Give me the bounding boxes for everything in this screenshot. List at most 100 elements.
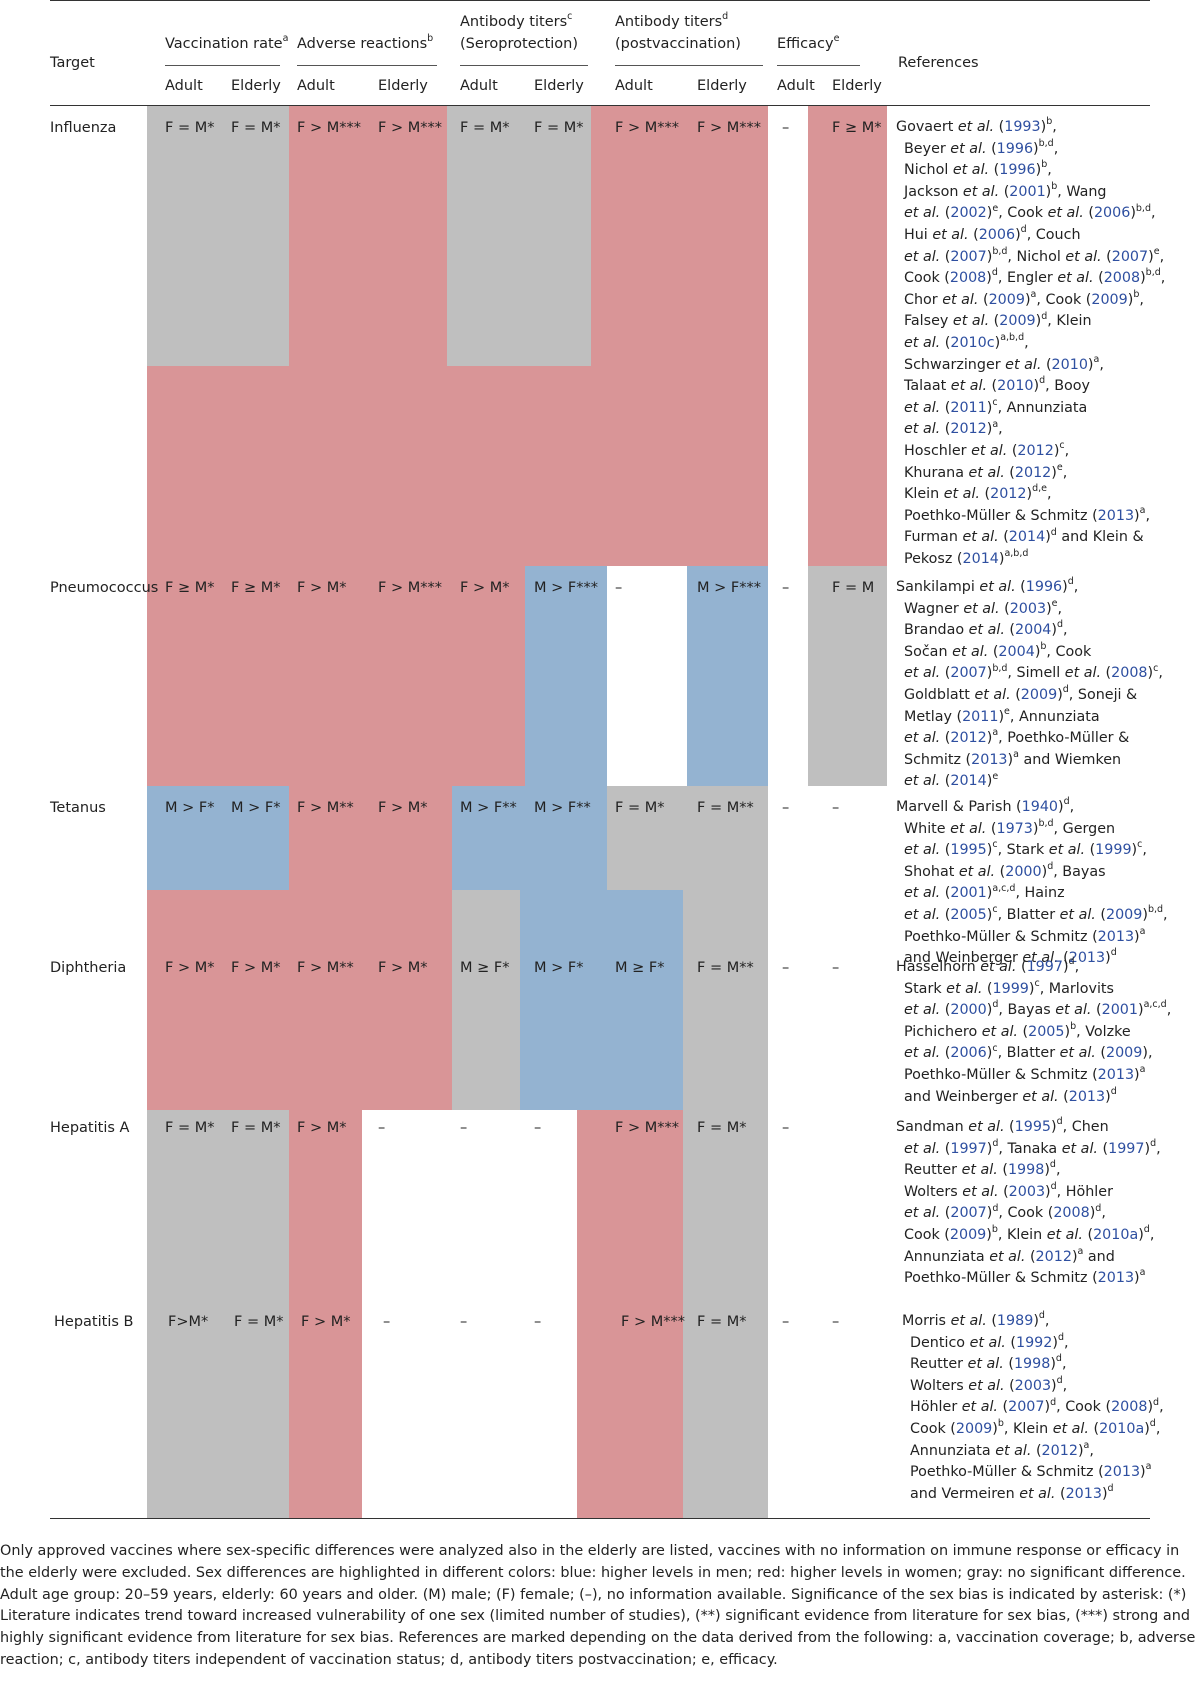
row-target: Pneumococcus bbox=[50, 580, 159, 596]
row-references: Sandman et al. (1995)d, Chen et al. (1997… bbox=[896, 1117, 1196, 1290]
reference-line: Poethko-Müller & Schmitz (2013)a bbox=[904, 1267, 1146, 1287]
header-efficacy: Efficacye bbox=[777, 33, 840, 52]
bg-pneumo-red bbox=[147, 566, 525, 786]
table-cell: F > M* bbox=[297, 1120, 347, 1136]
row-references: Morris et al. (1989)d, Dentico et al. (19… bbox=[902, 1311, 1200, 1505]
table-cell: – bbox=[832, 960, 840, 976]
table-cell: F > M*** bbox=[621, 1314, 685, 1330]
bg-td-sero-adult bbox=[452, 890, 520, 1110]
reference-line: Annunziata et al. (2012)a, bbox=[910, 1439, 1094, 1459]
table-cell: F = M* bbox=[234, 1314, 284, 1330]
table-cell: F > M* bbox=[378, 800, 428, 816]
subheader-adult: Adult bbox=[297, 78, 335, 94]
bottom-rule bbox=[50, 1518, 1150, 1519]
header-antibody-seroprotection: Antibody titersc bbox=[460, 11, 573, 30]
bg-tetanus-sero bbox=[452, 786, 607, 890]
subheader-elderly: Elderly bbox=[832, 78, 882, 94]
bg-tetanus-adverse bbox=[289, 786, 452, 890]
subheader-elderly: Elderly bbox=[231, 78, 281, 94]
reference-line: et al. (2011)c, Annunziata bbox=[904, 396, 1088, 416]
reference-line: Sankilampi et al. (1996)d, bbox=[896, 576, 1079, 595]
reference-line: Reutter et al. (1998)d, bbox=[904, 1159, 1061, 1179]
reference-line: et al. (2007)d, Cook (2008)d, bbox=[904, 1202, 1106, 1222]
reference-line: and Weinberger et al. (2013)d bbox=[904, 947, 1117, 967]
table-cell: F = M* bbox=[615, 800, 665, 816]
bg-tetanus-post bbox=[607, 786, 768, 890]
row-target: Hepatitis B bbox=[54, 1314, 134, 1330]
table-cell: – bbox=[460, 1120, 468, 1136]
table-cell: F = M* bbox=[165, 120, 215, 136]
reference-line: Sandman et al. (1995)d, Chen bbox=[896, 1116, 1109, 1135]
row-target: Hepatitis A bbox=[50, 1120, 130, 1136]
table-cell: – bbox=[534, 1120, 542, 1136]
table-cell: F > M* bbox=[231, 960, 281, 976]
table-cell: F > M* bbox=[378, 960, 428, 976]
reference-line: Metlay (2011)e, Annunziata bbox=[904, 705, 1100, 725]
reference-line: Morris et al. (1989)d, bbox=[902, 1310, 1050, 1329]
table-cell: M > F*** bbox=[697, 580, 761, 596]
reference-line: Sočan et al. (2004)b, Cook bbox=[904, 641, 1092, 660]
reference-line: Nichol et al. (1996)b, bbox=[904, 159, 1052, 179]
header-references: References bbox=[898, 55, 979, 71]
table-cell: – bbox=[782, 580, 790, 596]
reference-line: et al. (2002)e, Cook et al. (2006)b,d, bbox=[904, 202, 1156, 222]
table-cell: F > M*** bbox=[378, 120, 442, 136]
table-cell: F > M*** bbox=[697, 120, 761, 136]
reference-line: and Weinberger et al. (2013)d bbox=[904, 1085, 1117, 1105]
reference-line: Annunziata et al. (2012)a and bbox=[904, 1245, 1115, 1265]
reference-line: White et al. (1973)b,d, Gergen bbox=[904, 817, 1116, 837]
reference-line: Reutter et al. (1998)d, bbox=[910, 1353, 1067, 1373]
reference-line: Furman et al. (2014)d and Klein & bbox=[904, 526, 1144, 546]
reference-line: Poethko-Müller & Schmitz (2013)a bbox=[904, 1064, 1146, 1083]
bg-influenza-postvac bbox=[591, 106, 768, 566]
row-references: Hasselhorn et al. (1997)d, Stark et al. (… bbox=[896, 957, 1196, 1108]
group-underline-eff bbox=[777, 65, 860, 66]
reference-line: Dentico et al. (1992)d, bbox=[910, 1331, 1069, 1351]
table-cell: F = M* bbox=[697, 1314, 747, 1330]
table-cell: F = M* bbox=[231, 120, 281, 136]
reference-line: Poethko-Müller & Schmitz (2013)a bbox=[910, 1461, 1152, 1481]
subheader-adult: Adult bbox=[777, 78, 815, 94]
reference-line: et al. (2000)d, Bayas et al. (2001)a,c,d… bbox=[904, 999, 1172, 1019]
reference-line: Marvell & Parish (1940)d, bbox=[896, 796, 1075, 815]
bg-td-vacc-adverse bbox=[147, 890, 452, 1110]
table-cell: F = M* bbox=[697, 1120, 747, 1136]
reference-line: Hoschler et al. (2012)c, bbox=[904, 440, 1070, 459]
table-cell: F ≥ M* bbox=[231, 580, 281, 596]
reference-line: et al. (2012)a, Poethko-Müller & bbox=[904, 727, 1130, 747]
reference-line: Jackson et al. (2001)b, Wang bbox=[904, 181, 1107, 200]
header-rule bbox=[50, 105, 1150, 106]
table-cell: F = M bbox=[832, 580, 875, 596]
table-cell: – bbox=[782, 960, 790, 976]
table-cell: M > F* bbox=[165, 800, 215, 816]
subheader-adult: Adult bbox=[165, 78, 203, 94]
table-cell: F ≥ M* bbox=[832, 120, 882, 136]
reference-line: Hui et al. (2006)d, Couch bbox=[904, 224, 1081, 243]
bg-influenza-vacc-red bbox=[147, 366, 289, 566]
reference-line: Talaat et al. (2010)d, Booy bbox=[904, 375, 1090, 395]
table-cell: F > M*** bbox=[378, 580, 442, 596]
bg-influenza-sero-gray bbox=[447, 106, 591, 366]
bg-influenza-vacc-gray bbox=[147, 106, 289, 366]
reference-line: and Vermeiren et al. (2013)d bbox=[910, 1482, 1114, 1502]
table-cell: – bbox=[782, 1120, 790, 1136]
reference-line: Pekosz (2014)a,b,d bbox=[904, 548, 1029, 567]
bg-influenza-adverse bbox=[289, 106, 447, 566]
table-cell: F > M* bbox=[460, 580, 510, 596]
reference-line: Poethko-Müller & Schmitz (2013)a, bbox=[904, 504, 1150, 524]
reference-line: Poethko-Müller & Schmitz (2013)a bbox=[904, 925, 1146, 945]
reference-line: Shohat et al. (2000)d, Bayas bbox=[904, 861, 1106, 880]
table-cell: – bbox=[534, 1314, 542, 1330]
row-target: Influenza bbox=[50, 120, 117, 136]
subheader-adult: Adult bbox=[615, 78, 653, 94]
table-cell: F > M** bbox=[297, 800, 354, 816]
header-antibody-postvaccination: Antibody titersd bbox=[615, 11, 729, 30]
header-seroprotection-sub: (Seroprotection) bbox=[460, 36, 579, 52]
row-references: Marvell & Parish (1940)d, White et al. (1… bbox=[896, 797, 1196, 970]
table-footnote: Only approved vaccines where sex-specifi… bbox=[0, 1543, 1196, 1668]
table-cell: F = M* bbox=[460, 120, 510, 136]
table-cell: – bbox=[460, 1314, 468, 1330]
reference-line: Cook (2009)b, Klein et al. (2010a)d, bbox=[904, 1224, 1155, 1243]
table-cell: F = M** bbox=[697, 800, 754, 816]
